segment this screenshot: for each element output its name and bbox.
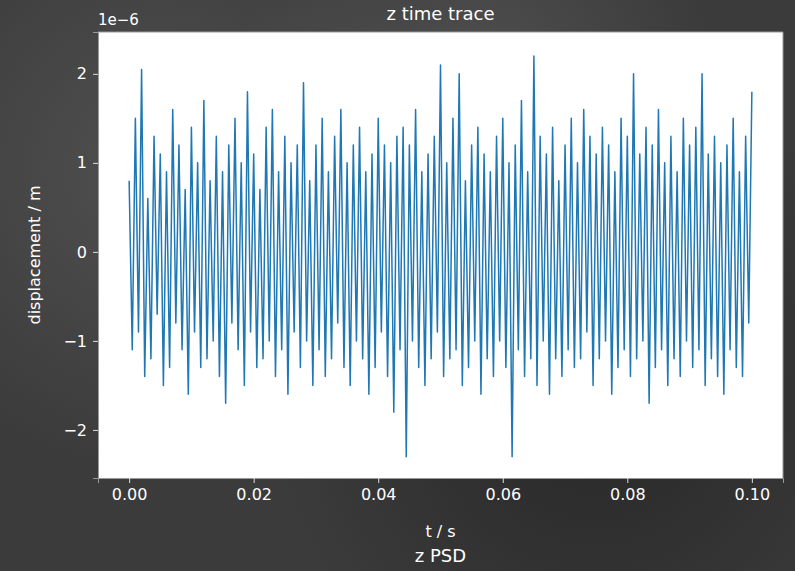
tick: 0.08 (610, 478, 646, 504)
tick-label: 1 (77, 153, 87, 172)
chart-title: z time trace (386, 3, 494, 24)
x-axis-title: t / s (425, 522, 455, 541)
tick-label: 0.02 (236, 485, 272, 504)
chart: 0.00 0.02 0.04 0.06 0.08 0.10 −2 −1 0 1 2 z time tr… (0, 0, 795, 571)
tick: 0.06 (485, 478, 521, 504)
tick-label: −1 (63, 332, 87, 351)
tick: −1 (63, 332, 98, 351)
annotation: z PSD (415, 545, 466, 566)
tick-label: 0 (77, 243, 87, 262)
tick-label: 0.06 (485, 485, 521, 504)
tick: 0.04 (361, 478, 397, 504)
tick-mark (93, 163, 98, 164)
tick-mark (93, 341, 98, 342)
tick-mark (93, 430, 98, 431)
tick: 0.10 (735, 478, 771, 504)
y-axis: −2 −1 0 1 2 (63, 33, 98, 479)
axis-line (99, 479, 784, 484)
axis-line (93, 33, 99, 479)
data-line (129, 56, 752, 457)
tick-mark (752, 478, 753, 483)
tick-mark (93, 252, 98, 253)
plot-area (98, 32, 783, 478)
tick-label: 0.00 (112, 485, 148, 504)
tick-label: 0.08 (610, 485, 646, 504)
tick: −2 (63, 421, 98, 440)
plot-frame (98, 32, 783, 478)
plot-marks (129, 56, 752, 457)
tick-mark (503, 478, 504, 483)
tick-label: −2 (63, 421, 87, 440)
tick-mark (627, 478, 628, 483)
tick-mark (129, 478, 130, 483)
tick-mark (254, 478, 255, 483)
y-axis-title: displacement / m (25, 186, 44, 325)
tick: 0.02 (236, 478, 272, 504)
tick: 0 (77, 243, 98, 262)
tick: 2 (77, 64, 98, 83)
tick-mark (93, 74, 98, 75)
tick-mark (378, 478, 379, 483)
x-axis: 0.00 0.02 0.04 0.06 0.08 0.10 (99, 478, 784, 504)
tick: 0.00 (112, 478, 148, 504)
tick-label: 2 (77, 64, 87, 83)
y-scale-label: 1e−6 (98, 11, 139, 29)
tick: 1 (77, 153, 98, 172)
tick-label: 0.04 (361, 485, 397, 504)
tick-label: 0.10 (735, 485, 771, 504)
